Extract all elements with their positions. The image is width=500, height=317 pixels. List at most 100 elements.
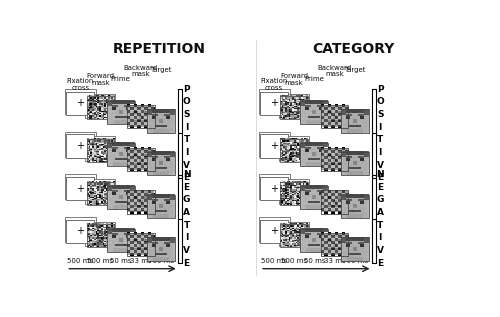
Bar bbox=[260, 92, 288, 115]
Bar bbox=[260, 177, 288, 200]
Bar bbox=[258, 174, 290, 199]
Bar bbox=[106, 186, 134, 209]
Bar bbox=[278, 136, 309, 161]
Text: S: S bbox=[377, 110, 384, 119]
Text: V: V bbox=[377, 160, 384, 170]
Text: E: E bbox=[377, 259, 384, 268]
Bar bbox=[340, 109, 368, 133]
Bar bbox=[66, 92, 94, 115]
Text: Prime: Prime bbox=[304, 76, 324, 82]
Text: O: O bbox=[376, 97, 384, 107]
Bar bbox=[300, 100, 328, 124]
Bar bbox=[86, 182, 115, 205]
Bar bbox=[280, 224, 308, 248]
Bar bbox=[147, 195, 175, 218]
Bar bbox=[66, 220, 94, 243]
Bar bbox=[66, 134, 94, 158]
Text: E: E bbox=[377, 173, 384, 182]
Bar bbox=[86, 96, 115, 119]
Text: Target: Target bbox=[344, 67, 366, 73]
Bar bbox=[66, 177, 94, 200]
Text: +: + bbox=[270, 184, 278, 194]
Text: N: N bbox=[376, 170, 384, 179]
Bar bbox=[85, 222, 115, 247]
Text: E: E bbox=[377, 183, 384, 192]
Text: I: I bbox=[378, 148, 382, 157]
Bar bbox=[106, 143, 134, 166]
Bar bbox=[86, 139, 115, 162]
Text: I: I bbox=[185, 123, 188, 132]
Bar bbox=[66, 92, 94, 115]
Bar bbox=[260, 220, 288, 243]
Text: 500 ms: 500 ms bbox=[68, 258, 94, 264]
Bar bbox=[278, 179, 309, 204]
Text: I: I bbox=[185, 233, 188, 242]
Bar bbox=[106, 100, 134, 124]
Bar bbox=[66, 220, 94, 243]
Text: I: I bbox=[378, 123, 382, 132]
Text: T: T bbox=[184, 221, 190, 230]
Bar bbox=[320, 148, 348, 171]
Text: 500 ms: 500 ms bbox=[88, 258, 114, 264]
Text: +: + bbox=[270, 141, 278, 151]
Text: REPETITION: REPETITION bbox=[113, 42, 206, 56]
Bar bbox=[147, 152, 175, 175]
Text: V: V bbox=[183, 160, 190, 170]
Text: +: + bbox=[76, 98, 84, 108]
Bar bbox=[66, 134, 94, 158]
Bar bbox=[280, 139, 308, 162]
Bar bbox=[258, 217, 290, 242]
Text: V: V bbox=[377, 246, 384, 255]
Text: Backward
mask: Backward mask bbox=[124, 65, 158, 77]
Bar bbox=[65, 89, 96, 114]
Text: Prime: Prime bbox=[110, 76, 130, 82]
Bar bbox=[320, 105, 348, 128]
Bar bbox=[66, 177, 94, 200]
Text: P: P bbox=[377, 85, 384, 94]
Text: 33 ms: 33 ms bbox=[130, 258, 152, 264]
Text: Target: Target bbox=[150, 67, 172, 73]
Bar bbox=[340, 152, 368, 175]
Bar bbox=[65, 174, 96, 199]
Text: 500 ms: 500 ms bbox=[281, 258, 307, 264]
Text: E: E bbox=[184, 259, 190, 268]
Text: S: S bbox=[183, 110, 190, 119]
Bar bbox=[127, 105, 154, 128]
Text: 700 ms: 700 ms bbox=[148, 258, 174, 264]
Text: T: T bbox=[377, 135, 384, 144]
Bar bbox=[258, 89, 290, 114]
Text: V: V bbox=[183, 246, 190, 255]
Bar bbox=[300, 186, 328, 209]
Bar bbox=[260, 220, 288, 243]
Bar bbox=[65, 217, 96, 242]
Text: +: + bbox=[76, 184, 84, 194]
Bar bbox=[127, 148, 154, 171]
Text: 50 ms: 50 ms bbox=[304, 258, 325, 264]
Text: 33 ms: 33 ms bbox=[324, 258, 345, 264]
Bar bbox=[147, 109, 175, 133]
Bar bbox=[278, 222, 309, 247]
Bar bbox=[85, 94, 115, 118]
Bar bbox=[340, 195, 368, 218]
Bar bbox=[260, 134, 288, 158]
Bar bbox=[300, 143, 328, 166]
Text: O: O bbox=[182, 97, 190, 107]
Bar bbox=[86, 224, 115, 248]
Text: E: E bbox=[184, 183, 190, 192]
Bar bbox=[127, 233, 154, 256]
Text: +: + bbox=[76, 226, 84, 236]
Bar bbox=[280, 96, 308, 119]
Bar bbox=[85, 179, 115, 204]
Text: CATEGORY: CATEGORY bbox=[312, 42, 394, 56]
Bar bbox=[260, 134, 288, 158]
Bar bbox=[300, 229, 328, 252]
Text: T: T bbox=[184, 135, 190, 144]
Text: 700 ms: 700 ms bbox=[342, 258, 367, 264]
Bar bbox=[278, 94, 309, 118]
Bar bbox=[340, 237, 368, 261]
Bar bbox=[320, 190, 348, 214]
Text: +: + bbox=[270, 226, 278, 236]
Text: A: A bbox=[377, 208, 384, 217]
Text: P: P bbox=[183, 85, 190, 94]
Text: I: I bbox=[378, 233, 382, 242]
